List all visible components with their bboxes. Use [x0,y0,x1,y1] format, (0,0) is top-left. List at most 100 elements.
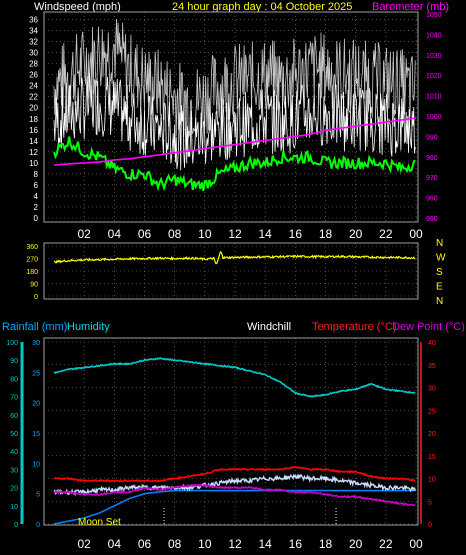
series [53,18,417,525]
compass-label: N [436,238,443,249]
temperature-y-tick: 0 [428,522,432,529]
temperature-y-tick: 25 [428,408,436,415]
weather-x-tick: 20 [349,537,363,551]
temperature-y-tick: 15 [428,454,436,461]
wind-y-tick: 32 [29,38,38,47]
wind-y-tick: 6 [34,181,39,190]
wind-x-tick: 06 [138,227,152,241]
dewpoint-line [53,483,416,507]
humidity-y-tick: 20 [10,486,18,493]
compass-label: W [436,253,446,264]
wind-y-tick: 0 [34,214,39,223]
compass-label: E [436,282,443,293]
rainfall-line [53,489,416,525]
wind-y-tick: 24 [29,82,38,91]
wind-plot-frame [43,11,419,223]
baro-y-tick: 1030 [426,53,442,60]
wind-x-tick: 02 [77,227,91,241]
wind-x-tick: 04 [108,227,122,241]
weather-x-tick: 12 [228,537,242,551]
wind-x-tick: 12 [228,227,242,241]
wind-x-tick: 00 [409,227,423,241]
rain-y-tick: 0 [36,522,40,529]
wind-y-tick: 34 [29,27,38,36]
humidity-y-tick: 90 [10,358,18,365]
wind-y-tick: 20 [29,104,38,113]
compass-label: S [436,267,443,278]
weather-x-tick: 14 [258,537,272,551]
wind-title: Windspeed (mph) [34,1,121,13]
temperature-y-tick: 30 [428,386,436,393]
baro-y-tick: 1020 [426,73,442,80]
humidity-y-tick: 80 [10,376,18,383]
weather-x-tick: 22 [379,537,393,551]
baro-y-tick: 1000 [426,114,442,121]
direction-y-tick: 360 [26,244,38,251]
wind-direction-line [54,250,416,265]
baro-y-tick: 960 [426,196,438,203]
baro-title: Barometer (mb) [372,1,449,13]
wind-y-tick: 2 [34,203,39,212]
rain-y-tick: 5 [36,492,40,499]
date-title: 24 hour graph day : 04 October 2025 [172,1,352,13]
wind-y-tick: 28 [29,60,38,69]
direction-y-tick: 90 [30,282,38,289]
wind-x-tick: 22 [379,227,393,241]
windchill-legend: Windchill [247,321,291,333]
baro-y-tick: 980 [426,155,438,162]
weather-x-tick: 02 [77,537,91,551]
baro-y-tick: 950 [426,216,438,223]
weather-x-tick: 16 [289,537,303,551]
weather-x-tick: 06 [138,537,152,551]
dewpoint-legend: Dew Point (°C) [392,321,465,333]
direction-y-tick: 180 [26,269,38,276]
moon-set-label: Moon Set [78,517,121,528]
wind-y-tick: 18 [29,115,38,124]
baro-y-tick: 1050 [426,12,442,19]
rain-y-tick: 30 [32,340,40,347]
weather-plot-frame [43,337,419,526]
rain-y-tick: 10 [32,461,40,468]
humidity-y-tick: 0 [14,522,18,529]
compass-label: N [436,296,443,307]
weather-x-tick: 08 [168,537,182,551]
humidity-y-tick: 60 [10,413,18,420]
wind-y-tick: 26 [29,71,38,80]
windspeed-line [53,73,416,171]
wind-x-tick: 16 [289,227,303,241]
wind-y-tick: 12 [29,148,38,157]
wind-x-tick: 10 [198,227,212,241]
wind-y-tick: 22 [29,93,38,102]
temperature-y-tick: 5 [428,499,432,506]
wind-x-tick: 18 [319,227,333,241]
humidity-line [53,357,416,398]
humidity-y-tick: 50 [10,431,18,438]
temperature-legend: Temperature (°C) [312,321,396,333]
humidity-y-tick: 70 [10,395,18,402]
humidity-y-tick: 10 [10,504,18,511]
rain-y-tick: 25 [32,370,40,377]
rain-y-tick: 15 [32,431,40,438]
baro-y-tick: 1040 [426,32,442,39]
temperature-y-tick: 40 [428,340,436,347]
temperature-y-tick: 10 [428,477,436,484]
windchill-line [53,473,416,497]
wind-y-tick: 10 [29,159,38,168]
rain-y-tick: 20 [32,401,40,408]
weather-x-tick: 18 [319,537,333,551]
humidity-y-tick: 100 [6,340,18,347]
weather-x-tick: 04 [108,537,122,551]
wind-y-tick: 14 [29,137,38,146]
axes: 0246810121416182022242628303234369509609… [6,12,446,551]
wind-y-tick: 8 [34,170,39,179]
wind-x-tick: 14 [258,227,272,241]
baro-y-tick: 990 [426,134,438,141]
wind-x-tick: 20 [349,227,363,241]
weather-x-tick: 10 [198,537,212,551]
average-wind-line [53,136,416,192]
temperature-line [53,465,416,483]
temperature-y-tick: 20 [428,431,436,438]
wind-y-tick: 16 [29,126,38,135]
direction-y-tick: 270 [26,257,38,264]
